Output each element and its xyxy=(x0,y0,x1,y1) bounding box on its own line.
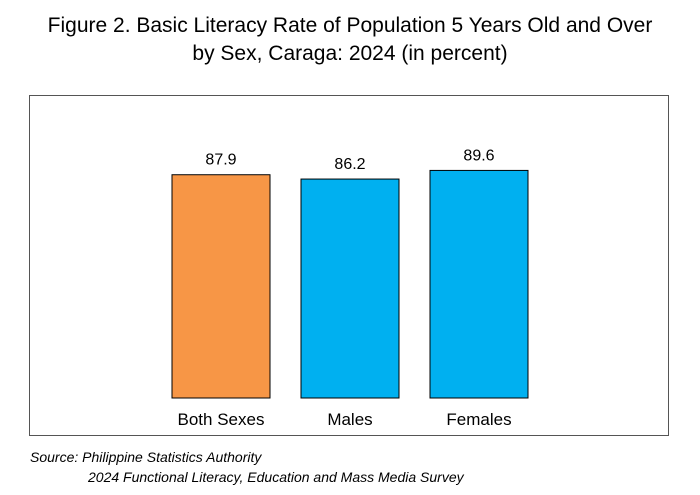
data-label: 86.2 xyxy=(334,156,365,173)
category-label: Males xyxy=(327,410,372,429)
data-label: 87.9 xyxy=(205,152,236,169)
chart-title: Figure 2. Basic Literacy Rate of Populat… xyxy=(0,12,700,68)
category-label: Both Sexes xyxy=(178,410,265,429)
category-label: Females xyxy=(446,410,511,429)
plot-frame xyxy=(29,95,669,436)
chart-title-line-1: Figure 2. Basic Literacy Rate of Populat… xyxy=(47,14,653,37)
bar-females xyxy=(429,169,529,399)
chart-title-line-2: by Sex, Caraga: 2024 (in percent) xyxy=(192,42,508,65)
data-label: 89.6 xyxy=(463,147,494,164)
bar-chart: 87.9 Both Sexes 86.2 Males 89.6 Females xyxy=(171,147,529,429)
source-line-1: Source: Philippine Statistics Authority xyxy=(30,449,262,465)
source-note: Source: Philippine Statistics Authority … xyxy=(30,447,464,487)
bar-both-sexes xyxy=(171,174,271,399)
source-line-2: 2024 Functional Literacy, Education and … xyxy=(88,469,464,485)
bar-males xyxy=(300,178,400,399)
